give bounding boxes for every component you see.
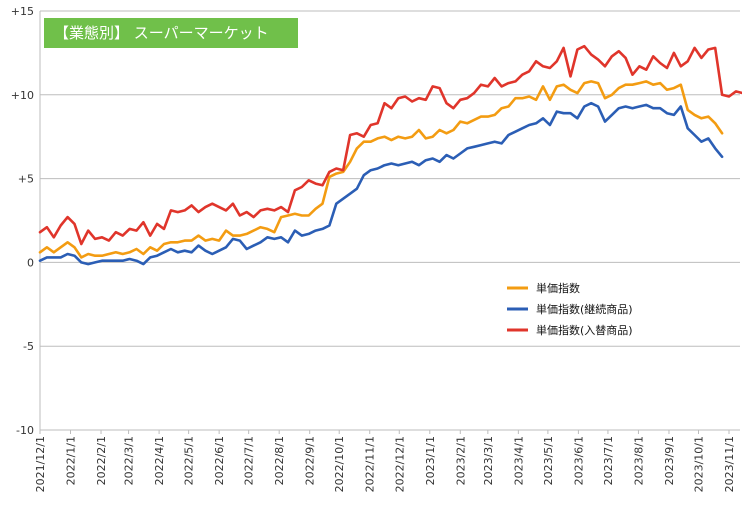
series-line-2 <box>38 101 724 266</box>
x-tick-label: 2023/10/1 <box>692 436 705 492</box>
x-tick-label: 2022/6/1 <box>213 436 226 485</box>
x-tick-label: 2023/5/1 <box>542 436 555 485</box>
x-tick-label: 2023/4/1 <box>512 436 525 485</box>
x-tick-label: 2022/7/1 <box>243 436 256 485</box>
x-tick-label: 2023/7/1 <box>602 436 615 485</box>
x-tick-label: 2022/4/1 <box>153 436 166 485</box>
x-tick-label: 2022/2/1 <box>95 436 108 485</box>
x-tick-label: 2023/9/1 <box>663 436 676 485</box>
x-tick-label: 2023/2/1 <box>454 436 467 485</box>
x-tick-label: 2023/8/1 <box>632 436 645 485</box>
y-tick-label: 0 <box>27 256 34 269</box>
series-line-1 <box>38 80 724 259</box>
series-line-3 <box>38 44 742 246</box>
y-tick-label: +15 <box>11 5 34 18</box>
x-tick-label: 2022/9/1 <box>304 436 317 485</box>
x-tick-label: 2022/8/1 <box>273 436 286 485</box>
x-tick-label: 2022/10/1 <box>333 436 346 492</box>
y-tick-label: +10 <box>11 89 34 102</box>
x-tick-label: 2023/1/1 <box>424 436 437 485</box>
x-tick-label: 2022/1/1 <box>65 436 78 485</box>
y-tick-label: -5 <box>23 340 34 353</box>
legend-label-2: 単価指数(継続商品) <box>536 302 633 316</box>
legend-label-3: 単価指数(入替商品) <box>536 323 633 337</box>
x-tick-label: 2023/3/1 <box>482 436 495 485</box>
x-tick-label: 2021/12/1 <box>34 436 47 492</box>
y-axis-ticks: +15 +10 +5 0 -5 -10 <box>11 5 34 437</box>
series-lines <box>38 44 742 266</box>
x-tick-label: 2023/11/1 <box>723 436 736 492</box>
y-tick-label: +5 <box>18 173 34 186</box>
y-tick-label: -10 <box>16 424 34 437</box>
x-tick-label: 2022/12/1 <box>393 436 406 492</box>
legend-label-1: 単価指数 <box>536 281 580 295</box>
x-tick-label: 2022/11/1 <box>364 436 377 492</box>
x-tick-label: 2023/6/1 <box>572 436 585 485</box>
x-axis-ticks: 2021/12/1 2022/1/1 2022/2/1 2022/3/1 2022/4/… <box>34 430 736 492</box>
chart-title: 【業態別】 スーパーマーケット <box>44 18 298 48</box>
gridlines <box>39 10 740 431</box>
x-tick-label: 2022/5/1 <box>183 436 196 485</box>
x-tick-label: 2022/3/1 <box>123 436 136 485</box>
